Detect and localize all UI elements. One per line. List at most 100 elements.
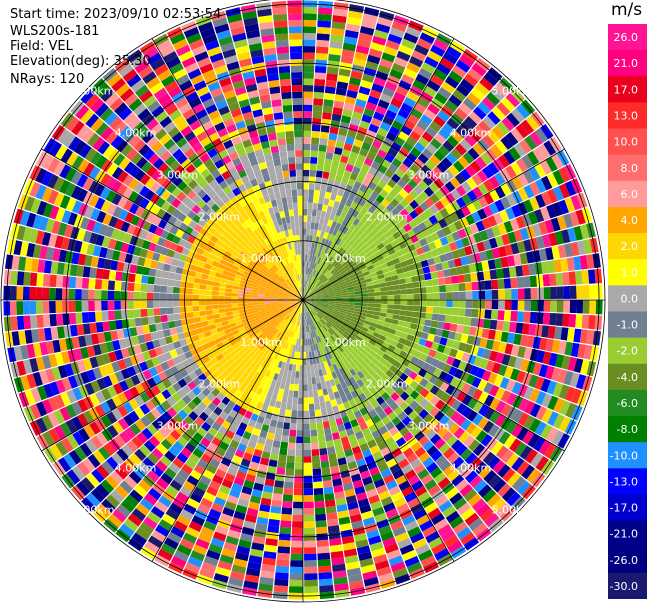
velocity-gate — [314, 343, 320, 351]
velocity-gate — [320, 333, 326, 341]
velocity-gate — [439, 300, 447, 307]
velocity-gate — [454, 172, 466, 185]
velocity-gate — [226, 246, 235, 254]
velocity-gate — [335, 254, 343, 262]
velocity-gate — [401, 38, 416, 50]
velocity-gate — [266, 340, 273, 348]
velocity-gate — [255, 263, 263, 270]
velocity-gate — [192, 184, 203, 195]
velocity-gate — [439, 236, 449, 246]
velocity-gate — [426, 293, 434, 300]
velocity-gate — [346, 16, 362, 26]
velocity-gate — [267, 313, 274, 318]
velocity-gate — [282, 341, 287, 349]
velocity-gate — [411, 174, 423, 185]
velocity-gate — [374, 250, 382, 258]
velocity-gate — [436, 321, 445, 330]
velocity-gate — [498, 341, 507, 354]
velocity-gate — [307, 338, 311, 346]
velocity-gate — [287, 287, 293, 293]
velocity-gate — [264, 544, 278, 553]
velocity-gate — [196, 480, 209, 492]
velocity-gate — [173, 280, 181, 288]
velocity-gate — [202, 325, 211, 333]
velocity-gate — [292, 292, 298, 297]
velocity-gate — [42, 287, 50, 300]
velocity-gate — [16, 360, 27, 376]
velocity-gate — [325, 338, 332, 346]
velocity-gate — [219, 513, 233, 524]
velocity-gate — [422, 266, 431, 274]
velocity-gate — [200, 497, 213, 509]
velocity-gate — [326, 310, 333, 315]
velocity-gate — [395, 377, 405, 387]
velocity-gate — [260, 497, 272, 506]
velocity-gate — [264, 305, 272, 309]
velocity-gate — [184, 350, 193, 360]
velocity-gate — [472, 413, 484, 426]
velocity-gate — [242, 247, 250, 255]
velocity-gate — [377, 462, 389, 473]
velocity-gate — [464, 134, 477, 147]
velocity-gate — [487, 424, 500, 438]
velocity-gate — [496, 268, 504, 279]
velocity-gate — [558, 384, 570, 400]
velocity-gate — [171, 198, 182, 209]
velocity-gate — [313, 323, 318, 330]
velocity-gate — [418, 180, 429, 191]
velocity-gate — [284, 342, 289, 350]
velocity-gate — [117, 230, 127, 242]
velocity-gate — [523, 415, 536, 430]
velocity-gate — [208, 270, 217, 277]
velocity-gate — [328, 47, 342, 56]
velocity-gate — [150, 506, 165, 519]
velocity-gate — [377, 273, 385, 280]
velocity-gate — [35, 417, 48, 434]
velocity-gate — [435, 328, 444, 337]
velocity-gate — [366, 151, 377, 161]
velocity-gate — [520, 359, 530, 372]
velocity-gate — [112, 421, 124, 435]
velocity-gate — [347, 307, 355, 311]
velocity-gate — [485, 360, 496, 372]
velocity-gate — [416, 169, 427, 180]
velocity-gate — [381, 374, 391, 383]
velocity-gate — [49, 274, 57, 288]
velocity-gate — [289, 323, 294, 331]
velocity-gate — [320, 288, 327, 292]
velocity-gate — [187, 276, 195, 283]
velocity-gate — [196, 345, 205, 354]
velocity-gate — [303, 456, 312, 463]
velocity-gate — [553, 398, 565, 413]
velocity-gate — [443, 464, 456, 477]
velocity-gate — [494, 186, 506, 199]
velocity-gate — [92, 450, 106, 464]
velocity-gate — [301, 306, 303, 314]
velocity-gate — [377, 320, 385, 326]
velocity-gate — [312, 111, 322, 119]
velocity-gate — [328, 172, 337, 181]
velocity-gate — [356, 247, 364, 255]
velocity-gate — [389, 365, 398, 374]
velocity-gate — [225, 261, 234, 269]
velocity-gate — [100, 479, 115, 494]
velocity-gate — [289, 573, 303, 581]
velocity-gate — [133, 484, 148, 498]
velocity-gate — [491, 300, 499, 310]
velocity-gate — [546, 188, 558, 204]
velocity-gate — [322, 301, 330, 303]
velocity-gate — [135, 156, 148, 169]
velocity-gate — [342, 226, 349, 235]
velocity-gate — [257, 304, 265, 308]
velocity-gate — [92, 136, 105, 151]
velocity-gate — [411, 317, 419, 324]
velocity-gate — [202, 397, 212, 407]
velocity-gate — [418, 451, 431, 463]
velocity-gate — [279, 308, 287, 314]
velocity-gate — [360, 384, 369, 393]
velocity-gate — [271, 393, 278, 401]
velocity-gate — [397, 178, 408, 189]
velocity-gate — [58, 249, 68, 263]
velocity-gate — [314, 315, 320, 322]
velocity-gate — [257, 332, 265, 340]
